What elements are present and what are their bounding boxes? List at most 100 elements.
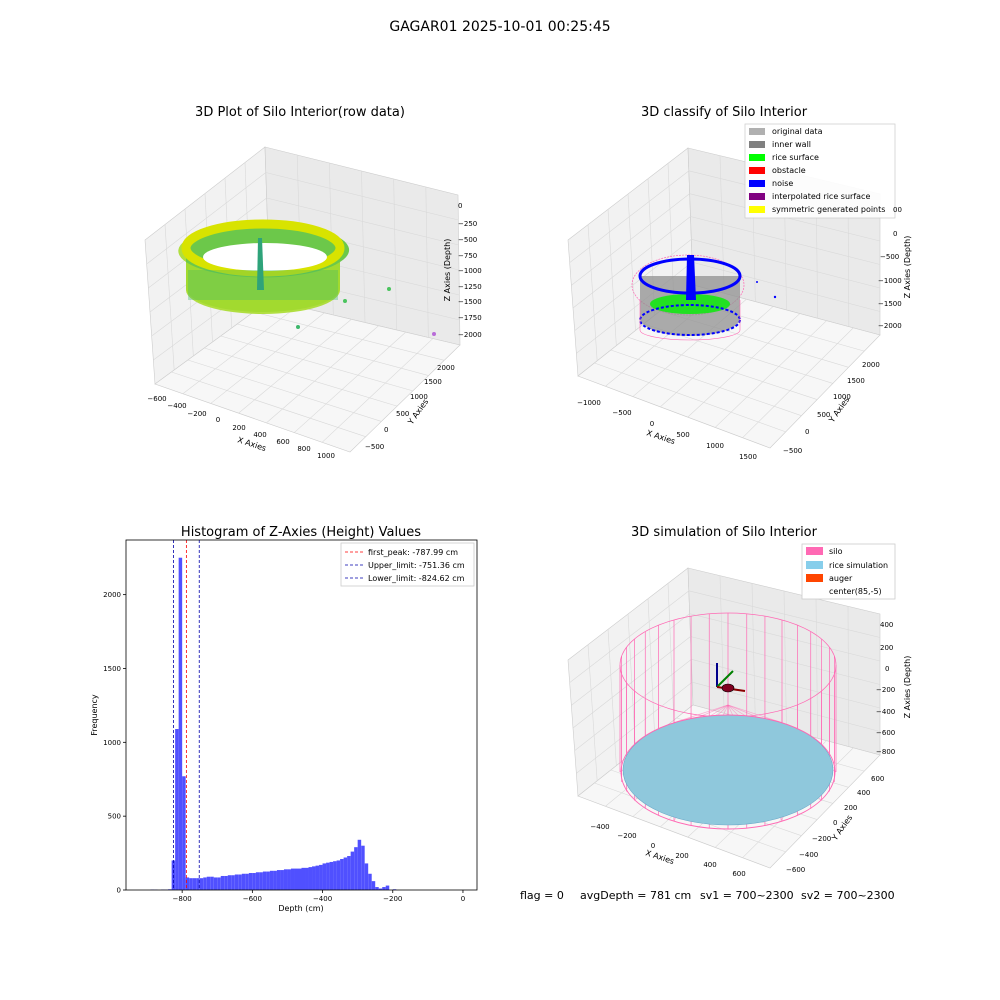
histogram-bar [305,867,309,890]
y-tick-label: 0 [833,819,837,827]
y-tick-label: −200 [812,835,831,843]
grid-line [220,335,413,392]
x-tick-label: −400 [167,402,186,410]
legend-label: original data [772,127,823,136]
legend-box [744,123,896,219]
histogram-bar [312,866,316,890]
silo-outline [631,254,745,316]
legend-label: symmetric generated points [772,205,885,214]
z-axis-label: Z Axies (Depth) [443,239,452,302]
panel-classify-3d: 3D classify of Silo Interior original da… [567,105,912,461]
z-tick-label: −250 [458,220,477,228]
legend-swatch [749,141,765,148]
histogram-bar [319,864,323,890]
grid-line [237,323,429,376]
x-tick-label: 0 [461,895,465,903]
x-tick-label: −400 [590,823,609,831]
x-tick-label: 400 [703,861,716,869]
legend-label: inner wall [772,140,811,149]
panel-raw-3d: 3D Plot of Silo Interior(row data) −600 … [144,105,482,460]
y-tick-label: 500 [108,813,121,821]
outlier-point [387,287,391,291]
classified-cloud [631,254,777,341]
x-tick-label: −500 [612,409,631,417]
histogram-bar [175,729,179,890]
histogram-bar [210,876,214,890]
histogram-bar [266,871,270,890]
y-tick-label: 1000 [103,739,121,747]
x-tick-label: 800 [297,445,310,453]
histogram-bar [231,875,235,890]
x-tick-label: 1000 [706,442,724,450]
z-tick-label: −200 [876,686,895,694]
y-axis-label: Y Axies [406,397,431,427]
y-tick-label: 500 [817,411,830,419]
z-tick-label: 00 [893,206,902,214]
legend-label: center(85,-5) [829,587,882,596]
grid-line [692,261,881,312]
legend-label: Upper_limit: -751.36 cm [368,561,465,570]
simulation-title: 3D simulation of Silo Interior [631,525,818,540]
legend-swatch [749,193,765,200]
legend-swatch [806,574,823,582]
z-tick-labels: 400 200 0 −200 −400 −600 −800 [876,621,895,756]
legend-label: silo [829,547,843,556]
x-axis-label: X Axies [645,428,676,446]
y-tick-label: 1000 [833,393,851,401]
histogram-bar [297,868,302,890]
x-tick-label: −400 [313,895,332,903]
histogram-bar [199,878,204,890]
legend-label: interpolated rice surface [772,192,870,201]
legend-label: rice surface [772,153,819,162]
rice-surface [650,294,730,314]
outlier-point [343,299,347,303]
silo-bottom-rim [620,714,836,830]
histogram-bar [287,869,291,890]
z-tick-label: 0 [893,230,897,238]
sv1-readout: sv1 = 700~2300 [700,889,794,902]
y-tick-label: −500 [783,447,802,455]
histogram-bar [248,873,253,890]
y-tick-label: 0 [384,426,388,434]
x-tick-labels: −1000 −500 0 500 1000 1500 [577,399,757,461]
z-tick-labels: 0 −250 −500 −750 −1000 −1250 −1500 −1750… [458,202,482,339]
histogram-bar [322,863,327,890]
histogram-bar [336,860,341,890]
panel-raw-title: 3D Plot of Silo Interior(row data) [195,105,405,120]
reference-lines [173,540,200,890]
z-tick-label: 0 [885,665,889,673]
z-tick-label: −1250 [458,283,482,291]
x-tick-label: 1500 [739,453,757,461]
histogram-bar [185,877,190,890]
grid-line [294,331,406,433]
legend: original data inner wall rice surface ob… [744,123,896,219]
z-tick-label: −750 [458,252,477,260]
x-tick-label: −200 [187,410,206,418]
histogram-bar [326,862,330,890]
histogram-bar [368,873,372,890]
x-tick-label: −800 [173,895,192,903]
x-tick-label: 1000 [317,452,335,460]
legend-swatch [749,128,765,135]
legend-label: rice simulation [829,561,888,570]
legend-label: noise [772,179,793,188]
histogram-bar [189,878,193,890]
y-tick-label: 1500 [103,665,121,673]
histogram-bar [245,873,249,890]
histogram-bar [294,868,298,890]
histogram-bar [375,887,379,890]
y-tick-label: −400 [799,851,818,859]
z-tick-label: −600 [876,729,895,737]
y-tick-labels: −500 0 500 1000 1500 2000 [365,364,455,451]
x-tick-label: 0 [650,420,654,428]
z-tick-label: −400 [876,708,895,716]
z-axis-label: Z Axies (Depth) [903,236,912,299]
histogram-bar [182,776,186,890]
histogram-bar [382,887,386,890]
x-tick-label: −1000 [577,399,601,407]
histogram-bar [269,870,274,890]
histogram-bars [150,557,397,890]
histogram-bar [364,863,369,890]
point-cloud [178,219,436,336]
y-tick-labels: −500 0 500 1000 1500 2000 [783,361,880,455]
